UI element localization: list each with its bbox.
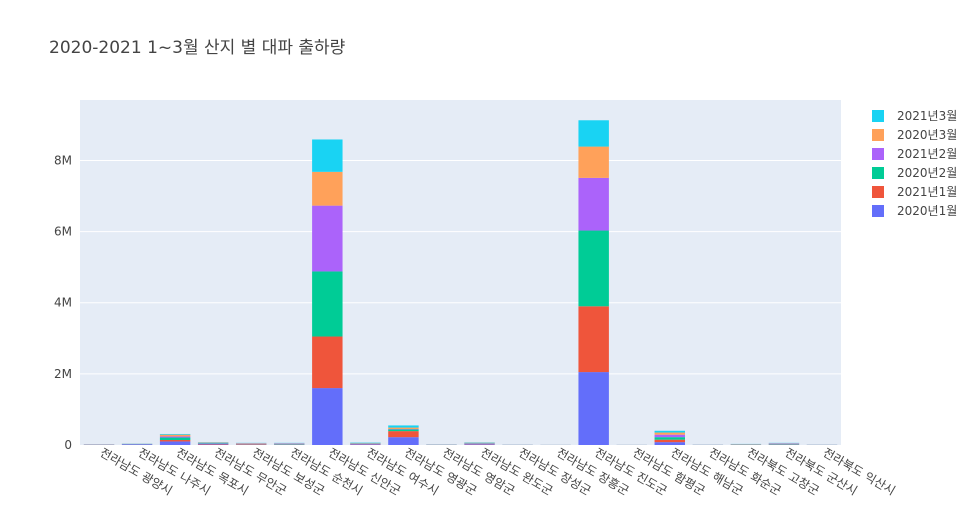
y-tick-label: 4M [54, 296, 72, 310]
bar-segment[interactable] [236, 444, 267, 445]
bar-segment[interactable] [350, 444, 381, 445]
bar-segment[interactable] [197, 444, 229, 445]
bar-segment[interactable] [159, 440, 191, 442]
y-tick-label: 8M [54, 153, 72, 167]
bar-segment[interactable] [654, 434, 685, 438]
bar-segment[interactable] [197, 442, 229, 444]
bar-segment[interactable] [197, 443, 229, 445]
legend[interactable]: 2021년3월 2020년3월 2021년2월 2020년2월 2021년1월 2020년… [872, 109, 957, 218]
bar-segment[interactable] [159, 441, 191, 445]
bar-segment[interactable] [312, 139, 343, 172]
bar-segment[interactable] [578, 146, 609, 178]
bars-group [83, 120, 838, 445]
gridlines [80, 159, 841, 375]
legend-label[interactable]: 2021년1월 [897, 185, 957, 199]
plot-area-background [80, 100, 841, 445]
bar-segment[interactable] [312, 336, 343, 389]
bar-segment[interactable] [388, 437, 419, 445]
bar-segment[interactable] [578, 306, 609, 373]
legend-swatch[interactable] [872, 167, 884, 179]
bar-segment[interactable] [388, 429, 419, 432]
legend-label[interactable]: 2020년3월 [897, 128, 957, 142]
bar-segment[interactable] [654, 430, 685, 433]
bar-segment[interactable] [159, 434, 191, 437]
legend-swatch[interactable] [872, 186, 884, 198]
bar-segment[interactable] [578, 230, 609, 307]
y-tick-label: 6M [54, 225, 72, 239]
bar-segment[interactable] [654, 439, 685, 443]
bar-segment[interactable] [159, 437, 191, 441]
bar-segment[interactable] [121, 444, 153, 445]
y-axis-ticks: 0 2M 4M 6M 8M [54, 153, 72, 452]
bar-segment[interactable] [312, 205, 343, 272]
bar-segment[interactable] [159, 436, 191, 438]
bar-segment[interactable] [464, 444, 495, 445]
bar-segment[interactable] [654, 437, 685, 440]
legend-label[interactable]: 2020년1월 [897, 204, 957, 218]
bar-segment[interactable] [654, 442, 685, 445]
bar-segment[interactable] [197, 443, 229, 444]
legend-swatch[interactable] [872, 129, 884, 141]
chart-title: 2020-2021 1~3월 산지 별 대파 출하량 [49, 38, 346, 58]
y-tick-label: 2M [54, 367, 72, 381]
legend-swatch[interactable] [872, 148, 884, 160]
legend-swatch[interactable] [872, 205, 884, 217]
bar-segment[interactable] [312, 271, 343, 337]
bar-segment[interactable] [312, 171, 343, 206]
bar-segment[interactable] [159, 433, 191, 435]
bar-segment[interactable] [312, 388, 343, 445]
legend-label[interactable]: 2021년3월 [897, 109, 957, 123]
legend-swatch[interactable] [872, 110, 884, 122]
y-tick-label: 0 [64, 438, 72, 452]
bar-segment[interactable] [578, 120, 609, 147]
legend-label[interactable]: 2021년2월 [897, 147, 957, 161]
bar-segment[interactable] [388, 425, 419, 428]
bar-segment[interactable] [388, 427, 419, 429]
bar-segment[interactable] [578, 177, 609, 231]
bar-segment[interactable] [654, 432, 685, 435]
legend-label[interactable]: 2020년2월 [897, 166, 957, 180]
bar-segment[interactable] [578, 372, 609, 445]
bar-segment[interactable] [464, 443, 495, 445]
bar-segment[interactable] [388, 431, 419, 438]
